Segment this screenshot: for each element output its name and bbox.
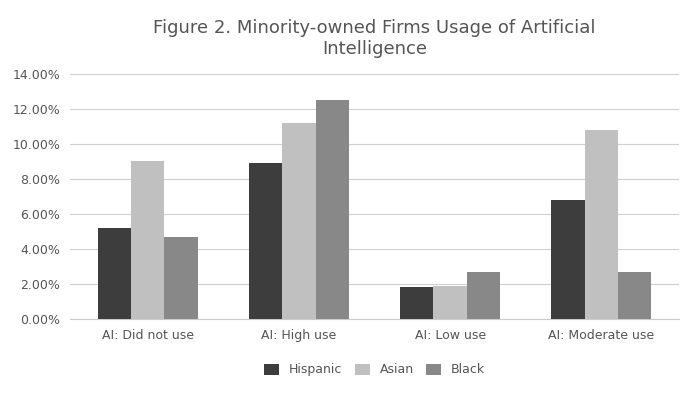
Bar xyxy=(282,123,316,319)
Bar xyxy=(164,237,197,319)
Legend: Hispanic, Asian, Black: Hispanic, Asian, Black xyxy=(259,358,490,382)
Bar xyxy=(131,161,164,319)
Bar xyxy=(400,288,433,319)
Bar xyxy=(316,100,349,319)
Bar xyxy=(467,272,500,319)
Bar xyxy=(552,200,584,319)
Bar xyxy=(618,272,651,319)
Bar xyxy=(98,228,131,319)
Bar xyxy=(584,130,618,319)
Title: Figure 2. Minority-owned Firms Usage of Artificial
Intelligence: Figure 2. Minority-owned Firms Usage of … xyxy=(153,19,596,58)
Bar xyxy=(249,163,282,319)
Bar xyxy=(433,286,467,319)
